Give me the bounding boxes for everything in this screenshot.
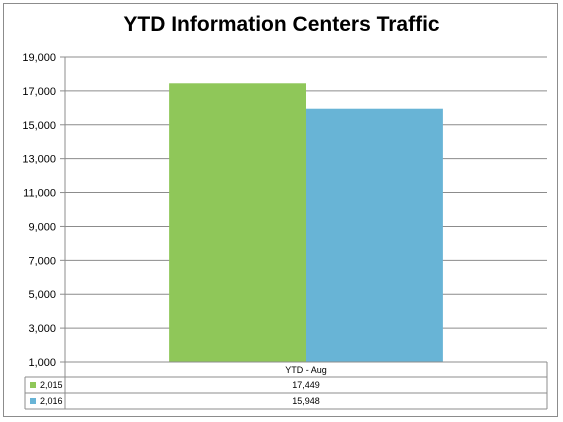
bars [169, 83, 443, 363]
legend-key [30, 398, 36, 404]
y-tick-label: 1,000 [28, 357, 56, 369]
y-tick-label: 11,000 [23, 188, 56, 200]
y-axis: 1,000 3,000 5,000 7,000 9,000 11,000 13,000 15,… [22, 52, 66, 369]
chart-title: YTD Information Centers Traffic [123, 13, 440, 36]
bar-2016 [306, 108, 443, 362]
y-tick-label: 3,000 [28, 323, 56, 335]
data-label: 15,948 [292, 396, 320, 406]
y-tick-label: 15,000 [22, 120, 56, 132]
data-label: 17,449 [292, 380, 320, 390]
legend-label: 2,015 [40, 380, 63, 390]
legend-key [30, 382, 36, 388]
bar-2015 [169, 83, 306, 363]
y-tick-label: 19,000 [22, 52, 56, 64]
y-tick-label: 5,000 [28, 289, 56, 301]
y-tick-label: 7,000 [28, 255, 56, 267]
x-category-label: YTD - Aug [285, 365, 327, 375]
y-tick-label: 17,000 [22, 86, 56, 98]
data-table: YTD - Aug 2,015 17,449 2,016 15,948 [24, 361, 548, 410]
y-tick-label: 9,000 [28, 221, 56, 233]
legend-label: 2,016 [40, 396, 63, 406]
y-tick-label: 13,000 [22, 154, 56, 166]
